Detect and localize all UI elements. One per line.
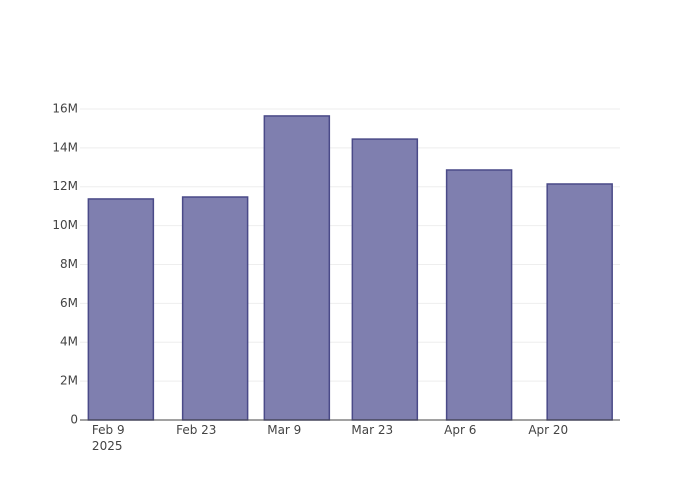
y-tick-label: 2M [60,374,78,388]
bar [351,138,419,421]
y-tick-label: 0 [70,413,78,427]
bar [445,169,513,421]
x-tick-label: Mar 23 [351,423,394,437]
y-tick-label: 8M [60,257,78,271]
y-tick-label: 14M [52,140,78,154]
y-tick-label: 16M [52,101,78,115]
x-tick-label: Mar 9 [267,423,302,437]
y-tick-label: 4M [60,335,78,349]
bar [87,198,155,421]
x-tick-label: Feb 23 [176,423,217,437]
x-tick-label: Apr 6 [444,423,477,437]
x-tick-label: Feb 9 2025 [91,423,125,453]
y-tick-label: 6M [60,296,78,310]
bar [181,196,249,421]
y-tick-label: 10M [52,218,78,232]
y-tick-label: 12M [52,179,78,193]
bar [546,183,613,421]
x-tick-label: Apr 20 [528,423,569,437]
bar [263,115,331,421]
